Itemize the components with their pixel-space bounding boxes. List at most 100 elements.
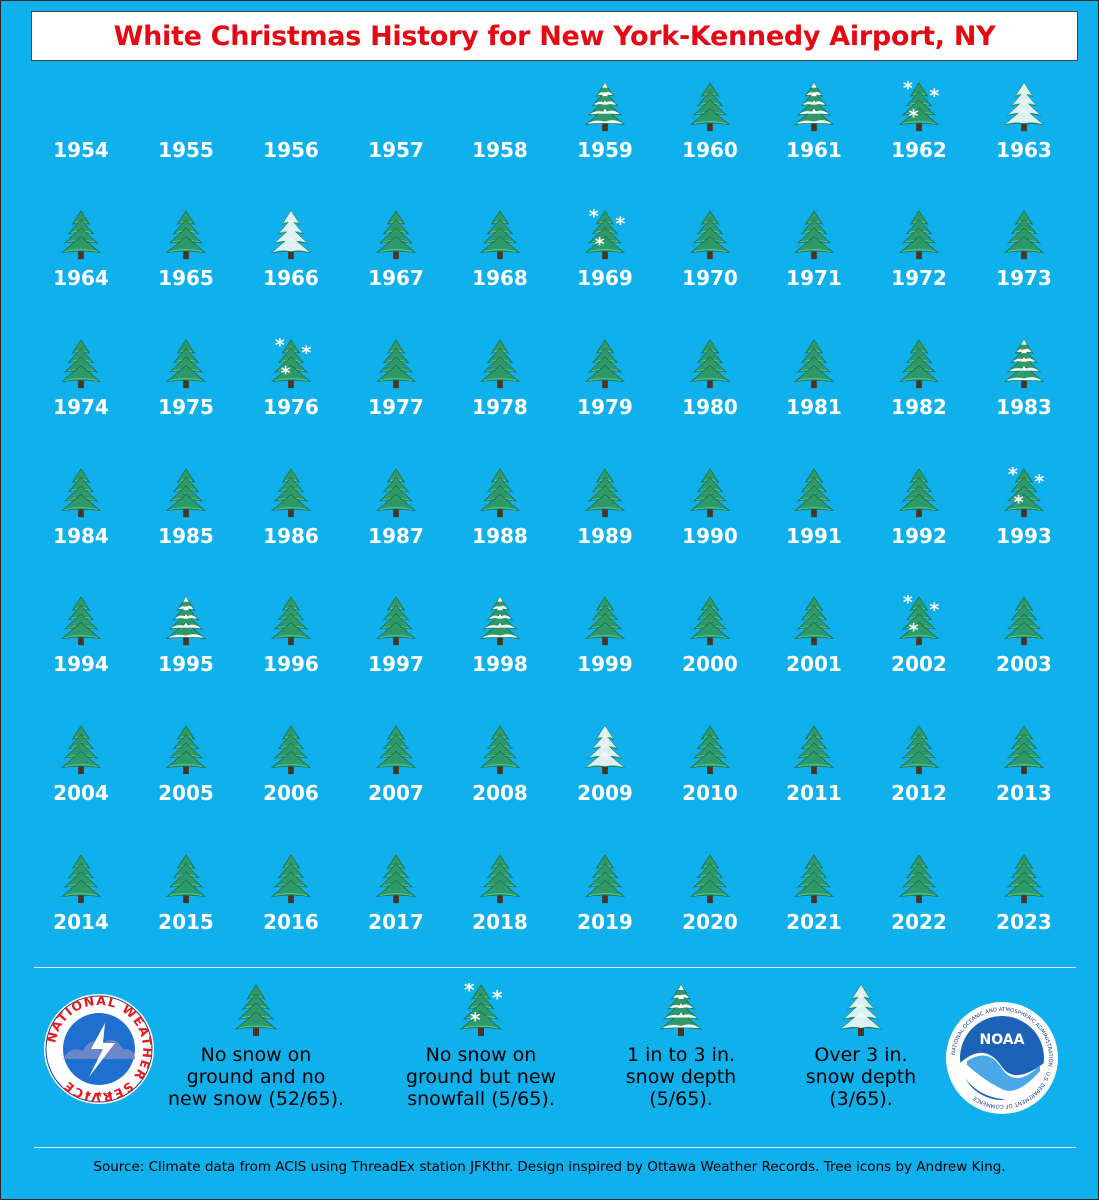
year-label: 1955 [158,138,214,162]
legend-heavy-depth: Over 3 in. snow depth (3/65). [781,983,941,1110]
year-label: 2006 [263,781,319,805]
year-cell: 2022 [864,853,974,949]
tree-icon [375,596,417,646]
tree-icon [1003,854,1045,904]
year-label: 2002 [891,652,947,676]
tree-icon [793,596,835,646]
year-cell: 1982 [864,338,974,434]
tree-light-snow-icon [1003,339,1045,389]
year-cell: 1972 [864,209,974,305]
tree-icon [60,725,102,775]
year-cell: * * * 1962 [864,81,974,177]
year-cell: 1996 [236,595,346,691]
tree-icon [1003,596,1045,646]
year-cell: 1983 [969,338,1079,434]
year-label: 2015 [158,910,214,934]
year-cell: 2018 [445,853,555,949]
year-cell: 1989 [550,467,660,563]
year-label: 2000 [682,652,738,676]
svg-text:*: * [595,234,605,256]
tree-icon [689,339,731,389]
year-grid: 1954 1955 1956 1957 1958 1959 1960 1961 * * * 1962 1… [1,1,1098,961]
year-label: 2023 [996,910,1052,934]
year-cell: 2014 [26,853,136,949]
svg-text:NOAA: NOAA [980,1032,1025,1048]
year-label: 1960 [682,138,738,162]
year-label: 2009 [577,781,633,805]
legend-light-depth: 1 in to 3 in. snow depth (5/65). [601,983,761,1110]
year-label: 1969 [577,266,633,290]
legend-new-snowfall: * * * No snow on ground but new snowfall (… [381,983,581,1110]
tree-heavy-snow-icon [839,984,883,1036]
year-label: 2003 [996,652,1052,676]
year-cell: 2001 [759,595,869,691]
svg-text:*: * [470,1008,481,1032]
tree-icon [270,854,312,904]
svg-text:*: * [909,106,919,128]
tree-icon [165,210,207,260]
page-title: White Christmas History for New York-Ken… [113,20,996,52]
year-cell: 1970 [655,209,765,305]
year-cell: 2016 [236,853,346,949]
tree-snowfall-icon: * * * [1003,467,1044,518]
year-label: 1981 [786,395,842,419]
tree-icon [479,210,521,260]
year-label: 1993 [996,524,1052,548]
legend-no-snow: No snow on ground and no new snow (52/65… [151,983,361,1110]
legend-text: No snow on [425,1044,537,1066]
tree-icon [793,725,835,775]
year-cell: 1990 [655,467,765,563]
year-label: 1980 [682,395,738,419]
year-label: 2004 [53,781,109,805]
legend-text: snow depth [805,1066,917,1088]
tree-icon [1003,210,1045,260]
svg-text:*: * [1008,467,1018,485]
year-cell: 2000 [655,595,765,691]
tree-icon [793,339,835,389]
svg-text:*: * [281,363,291,385]
divider-top [34,967,1076,968]
year-label: 1972 [891,266,947,290]
tree-icon [165,468,207,518]
year-cell: 1958 [445,81,555,177]
legend-text: No snow on [200,1044,312,1066]
tree-icon [165,339,207,389]
tree-icon [375,210,417,260]
svg-text:*: * [903,595,913,613]
tree-snowfall-icon: * * * [898,81,939,132]
year-cell: 1998 [445,595,555,691]
year-cell: 2021 [759,853,869,949]
year-cell: 2012 [864,724,974,820]
year-cell: 1991 [759,467,869,563]
tree-icon [689,210,731,260]
year-label: 2008 [472,781,528,805]
year-cell: 2020 [655,853,765,949]
year-label: 1966 [263,266,319,290]
year-cell: 1967 [341,209,451,305]
year-cell: 1975 [131,338,241,434]
year-label: 1958 [472,138,528,162]
year-label: 1989 [577,524,633,548]
tree-icon [479,339,521,389]
tree-icon [1003,725,1045,775]
tree-icon [689,725,731,775]
tree-icon [689,468,731,518]
year-cell: 1961 [759,81,869,177]
nws-logo: NATIONAL WEATHER SERVICE ★ ★ ★ [43,993,155,1110]
year-cell: 2011 [759,724,869,820]
tree-icon [479,725,521,775]
svg-text:*: * [464,983,475,1002]
year-cell: 1979 [550,338,660,434]
tree-icon [165,854,207,904]
year-label: 2011 [786,781,842,805]
year-label: 1976 [263,395,319,419]
year-cell: 1966 [236,209,346,305]
tree-icon [479,468,521,518]
tree-icon [689,82,731,132]
tree-icon [689,596,731,646]
tree-icon [375,468,417,518]
tree-light-snow-icon [793,82,835,132]
year-cell: 1981 [759,338,869,434]
year-cell: 1992 [864,467,974,563]
